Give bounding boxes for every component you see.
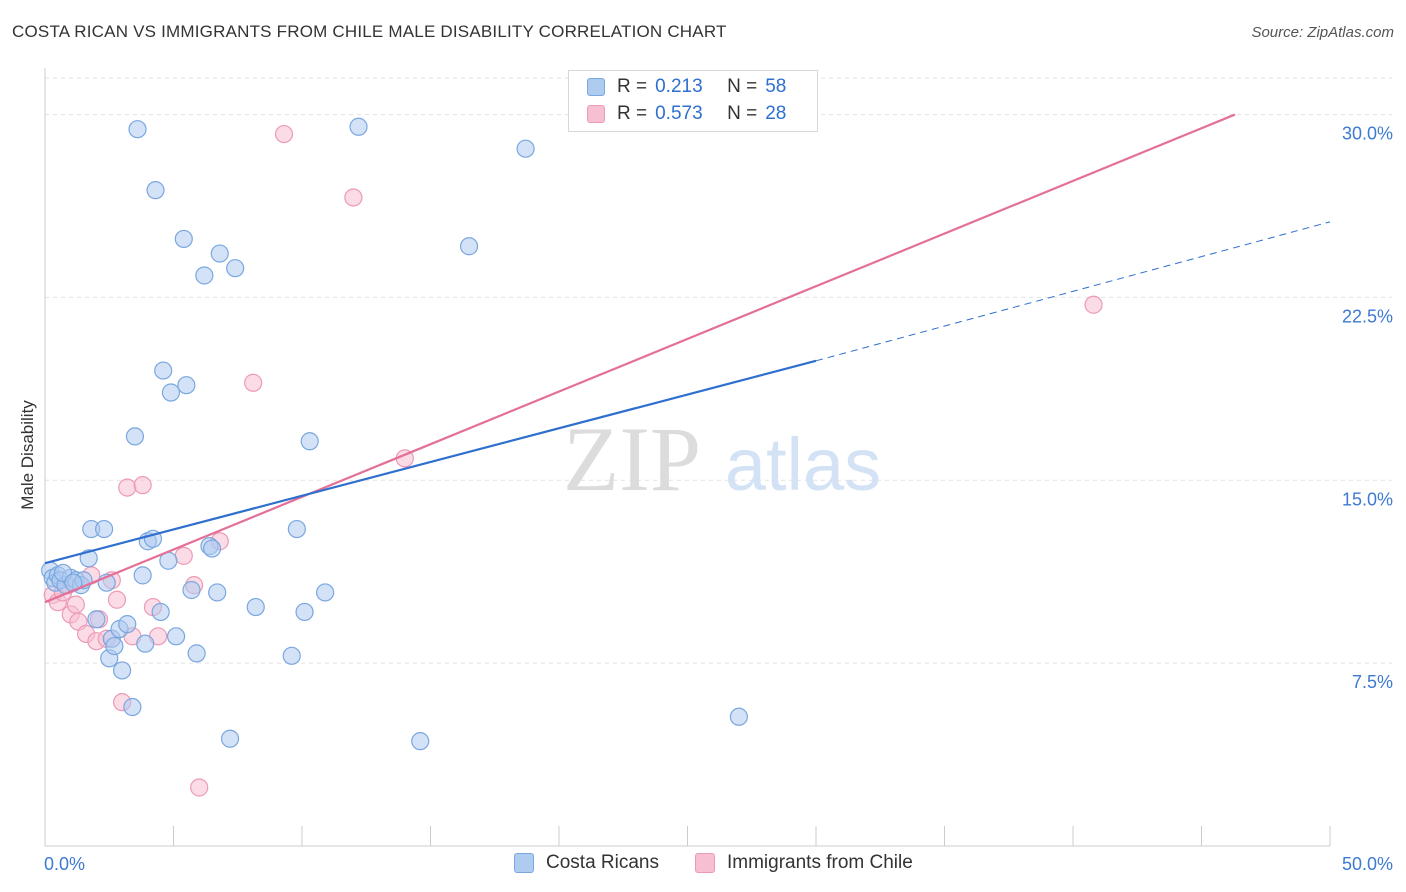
data-point — [1084, 295, 1103, 314]
series-costa-ricans-points — [41, 117, 749, 751]
x-tick-label: 50.0% — [1342, 854, 1393, 874]
legend-r-value: 0.573 — [655, 103, 703, 124]
legend-label: Costa Ricans — [546, 852, 659, 873]
trend-lines — [44, 113, 1331, 604]
axes — [44, 68, 1331, 847]
data-point — [177, 376, 196, 395]
data-point — [187, 644, 206, 663]
data-point — [195, 266, 214, 285]
legend-row-immigrants-from-chile: R = 0.573 N = 28 — [587, 102, 786, 126]
y-tick-label: 30.0% — [1342, 124, 1393, 144]
data-point — [182, 580, 201, 600]
legend-item-costa-ricans: Costa Ricans — [514, 852, 659, 874]
data-point — [133, 566, 152, 585]
data-point — [128, 120, 147, 139]
data-point — [210, 244, 229, 263]
source-credit: Source: ZipAtlas.com — [1251, 24, 1394, 41]
correlation-legend: R = 0.213 N = 58 R = 0.573 N = 28 — [568, 70, 818, 132]
chart-title: COSTA RICAN VS IMMIGRANTS FROM CHILE MAL… — [12, 22, 727, 41]
legend-n-label: N = — [727, 103, 758, 124]
legend-label: Immigrants from Chile — [727, 852, 913, 873]
data-point — [133, 476, 152, 495]
data-point — [344, 188, 363, 207]
data-point — [136, 634, 155, 653]
legend-n-value: 58 — [765, 76, 787, 97]
data-point — [166, 627, 186, 646]
data-point — [66, 595, 85, 614]
data-point — [295, 602, 314, 622]
data-point — [154, 361, 173, 380]
data-point — [151, 602, 170, 622]
data-point — [349, 117, 368, 136]
data-point — [174, 546, 193, 565]
legend-r-label: R = — [617, 76, 648, 97]
legend-n-label: N = — [727, 76, 758, 97]
legend-swatch-blue — [587, 78, 605, 96]
watermark-atlas: atlas — [725, 423, 881, 506]
legend-item-immigrants-from-chile: Immigrants from Chile — [695, 852, 913, 874]
data-point — [87, 610, 106, 629]
series-legend: Costa Ricans Immigrants from Chile — [0, 852, 1406, 876]
data-point — [123, 697, 142, 717]
x-tick-label: 0.0% — [44, 854, 85, 874]
y-tick-label: 22.5% — [1342, 306, 1393, 326]
data-point — [95, 519, 114, 539]
trend-line-costa-ricans — [44, 359, 817, 565]
trend-line-immigrants-from-chile — [44, 113, 1236, 604]
legend-swatch-blue — [514, 853, 534, 873]
legend-r-value: 0.213 — [655, 76, 703, 97]
legend-r-label: R = — [617, 103, 648, 124]
trend-line-costa-ricans-extension — [815, 221, 1331, 362]
legend-row-costa-ricans: R = 0.213 N = 58 — [587, 75, 786, 99]
data-point — [174, 229, 193, 249]
watermark: ZIP atlas — [563, 408, 881, 510]
data-point — [459, 237, 479, 256]
data-point — [729, 707, 749, 726]
data-point — [220, 729, 240, 748]
data-point — [105, 636, 124, 656]
data-point — [287, 519, 306, 539]
data-point — [79, 549, 98, 568]
data-point — [516, 139, 535, 158]
data-point — [125, 427, 145, 446]
data-point — [161, 383, 181, 402]
legend-swatch-pink — [695, 853, 715, 873]
data-point — [112, 661, 132, 680]
legend-n-value: 28 — [765, 103, 787, 124]
y-tick-label: 7.5% — [1352, 672, 1393, 692]
watermark-zip: ZIP — [563, 408, 701, 510]
tick-labels: 7.5% 15.0% 22.5% 30.0% 0.0% 50.0% — [44, 124, 1393, 874]
legend-swatch-pink — [587, 105, 605, 123]
data-point — [202, 539, 222, 558]
y-tick-label: 15.0% — [1342, 489, 1393, 509]
data-point — [246, 597, 265, 617]
data-point — [190, 778, 209, 797]
data-point — [411, 732, 430, 751]
data-point — [316, 583, 335, 602]
data-point — [300, 432, 319, 451]
data-point — [226, 259, 245, 278]
data-point — [118, 478, 137, 497]
data-point — [146, 181, 165, 200]
data-point — [118, 615, 137, 634]
data-point — [244, 373, 263, 392]
data-point — [208, 583, 227, 602]
data-point — [107, 590, 127, 609]
data-point — [274, 124, 294, 144]
data-point — [282, 646, 301, 665]
grid-lines — [45, 77, 1392, 664]
